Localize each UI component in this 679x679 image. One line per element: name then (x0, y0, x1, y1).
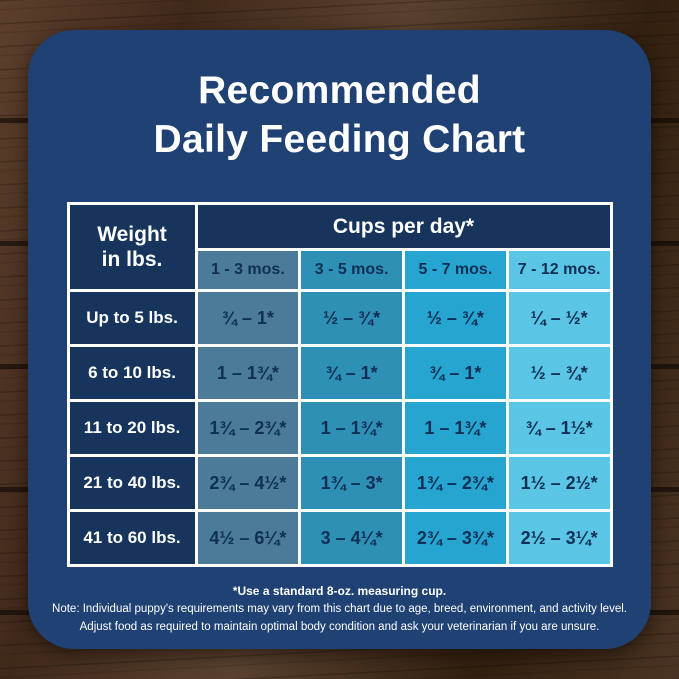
feeding-table: Weight in lbs. Cups per day* 1 - 3 mos. … (66, 202, 613, 568)
table-row: 21 to 40 lbs. 2¾ – 4½* 1¾ – 3* 1¾ – 2¾* … (66, 454, 613, 513)
table-row: Up to 5 lbs. ¾ – 1* ½ – ¾* ½ – ¾* ¼ – ½* (66, 289, 613, 348)
cell-value: 4½ – 6¼* (194, 509, 302, 568)
page-title: Recommended Daily Feeding Chart (28, 66, 651, 164)
cell-value: 1¾ – 2¾* (402, 454, 509, 513)
cell-value: ¾ – 1* (194, 289, 302, 348)
cell-value: ½ – ¾* (402, 289, 509, 348)
table-header-row: Weight in lbs. Cups per day* (66, 202, 613, 293)
cell-value: 2¾ – 4½* (194, 454, 302, 513)
cell-value: 1 – 1¾* (402, 399, 509, 458)
weight-label: 21 to 40 lbs. (66, 454, 198, 513)
cell-value: ½ – ¾* (298, 289, 405, 348)
cell-value: ¼ – ½* (505, 289, 613, 348)
cell-value: 1¾ – 3* (298, 454, 405, 513)
weight-header-line-1: Weight (97, 223, 167, 247)
cell-value: ½ – ¾* (505, 344, 613, 403)
cell-value: ¾ – 1* (298, 344, 405, 403)
footnotes: *Use a standard 8-oz. measuring cup. Not… (28, 582, 651, 636)
age-column-header-3-5: 3 - 5 mos. (298, 248, 405, 293)
age-header-row: 1 - 3 mos. 3 - 5 mos. 5 - 7 mos. 7 - 12 … (68, 248, 613, 293)
cell-value: 3 – 4¼* (298, 509, 405, 568)
weight-label: Up to 5 lbs. (66, 289, 198, 348)
age-column-header-1-3: 1 - 3 mos. (194, 248, 302, 293)
title-line-1: Recommended (198, 69, 481, 112)
cell-value: 1¾ – 2¾* (194, 399, 302, 458)
feeding-chart-card: Recommended Daily Feeding Chart Weight i… (28, 30, 651, 649)
cell-value: 2½ – 3¼* (505, 509, 613, 568)
age-column-header-5-7: 5 - 7 mos. (402, 248, 509, 293)
weight-header-line-2: in lbs. (101, 248, 163, 272)
cups-per-day-header: Cups per day* (194, 202, 613, 252)
measuring-cup-note: *Use a standard 8-oz. measuring cup. (232, 584, 447, 599)
weight-label: 11 to 20 lbs. (66, 399, 198, 458)
weight-label: 6 to 10 lbs. (66, 344, 198, 403)
cell-value: 1½ – 2½* (505, 454, 613, 513)
variation-note: Note: Individual puppy's requirements ma… (52, 602, 627, 615)
cell-value: ¾ – 1½* (505, 399, 613, 458)
adjust-note: Adjust food as required to maintain opti… (79, 620, 600, 633)
table-row: 11 to 20 lbs. 1¾ – 2¾* 1 – 1¾* 1 – 1¾* ¾… (66, 399, 613, 458)
cell-value: 2¾ – 3¾* (402, 509, 509, 568)
weight-label: 41 to 60 lbs. (66, 509, 198, 568)
table-row: 41 to 60 lbs. 4½ – 6¼* 3 – 4¼* 2¾ – 3¾* … (66, 509, 613, 568)
age-column-header-7-12: 7 - 12 mos. (505, 248, 613, 293)
cell-value: ¾ – 1* (402, 344, 509, 403)
cell-value: 1 – 1¾* (194, 344, 302, 403)
table-row: 6 to 10 lbs. 1 – 1¾* ¾ – 1* ¾ – 1* ½ – ¾… (66, 344, 613, 403)
weight-header: Weight in lbs. (66, 202, 198, 293)
cell-value: 1 – 1¾* (298, 399, 405, 458)
title-line-2: Daily Feeding Chart (153, 118, 526, 162)
